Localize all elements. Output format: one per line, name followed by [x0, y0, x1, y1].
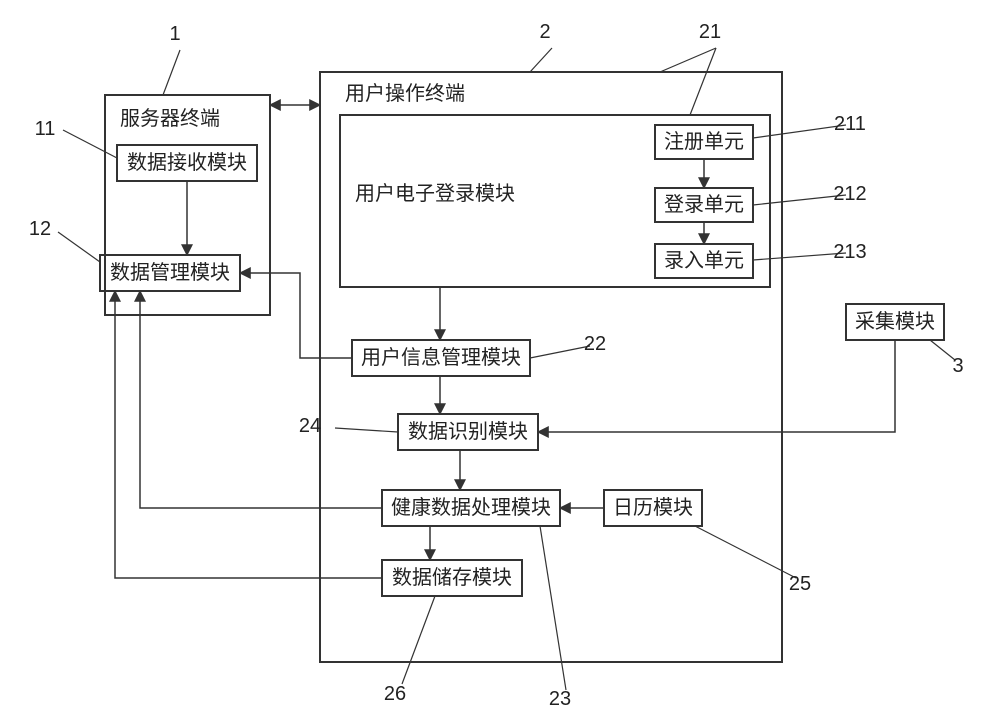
callout-num-11: 11 [35, 118, 56, 140]
callout-line-1 [163, 50, 180, 95]
callout-num-211: 211 [834, 113, 866, 135]
callout-line-3 [930, 340, 955, 360]
user_terminal-title: 用户操作终端 [345, 82, 465, 105]
callout-line-23 [540, 526, 566, 690]
collect_module-label: 采集模块 [855, 310, 935, 333]
callout-num-26: 26 [384, 683, 406, 705]
callout-num-24: 24 [299, 415, 321, 437]
callout-num-23: 23 [549, 688, 571, 710]
callout-line-212 [753, 195, 846, 205]
data_manage-label: 数据管理模块 [110, 261, 230, 284]
callout-line-2 [530, 48, 552, 72]
callout-line-211 [753, 125, 846, 138]
data_receive-label: 数据接收模块 [127, 151, 247, 174]
callout-line-213 [753, 253, 846, 260]
edge-health-to-manage [140, 291, 382, 508]
callout-num-2: 2 [539, 21, 550, 43]
callout-num-21: 21 [699, 21, 721, 43]
server_terminal-title: 服务器终端 [120, 107, 220, 130]
health_proc-label: 健康数据处理模块 [391, 496, 551, 519]
register_unit-label: 注册单元 [664, 130, 744, 153]
callout-line-26 [402, 596, 435, 684]
callout-num-25: 25 [789, 573, 811, 595]
callout-num-213: 213 [833, 241, 866, 263]
elogin_module-title: 用户电子登录模块 [355, 182, 515, 205]
callout-line-12 [58, 232, 100, 262]
callout-num-1: 1 [169, 23, 180, 45]
data_recog-label: 数据识别模块 [408, 420, 528, 443]
calendar-label: 日历模块 [613, 496, 693, 519]
login_unit-label: 登录单元 [664, 193, 744, 216]
input_unit-label: 录入单元 [664, 249, 744, 272]
data_store-label: 数据储存模块 [392, 566, 512, 589]
callout-line-11 [63, 130, 117, 158]
callout-line-22 [530, 346, 590, 358]
callout-num-212: 212 [833, 183, 866, 205]
user_info_mgmt-label: 用户信息管理模块 [361, 346, 521, 369]
edge-store-to-manage [115, 291, 382, 578]
callout-line-25 [695, 526, 796, 578]
callout-num-3: 3 [952, 355, 963, 377]
callout-num-12: 12 [29, 218, 51, 240]
callout-num-22: 22 [584, 333, 606, 355]
callout-line-24 [335, 428, 398, 432]
